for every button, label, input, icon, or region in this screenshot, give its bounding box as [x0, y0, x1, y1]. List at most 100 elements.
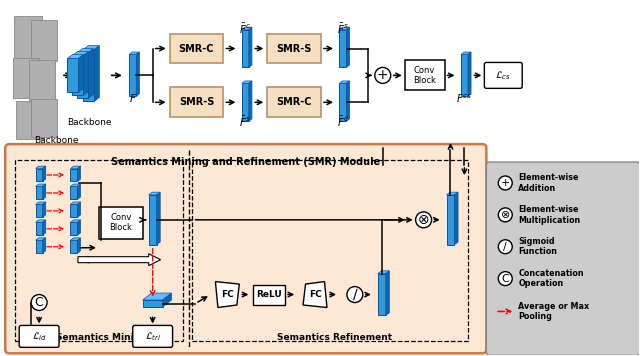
FancyBboxPatch shape [16, 101, 44, 139]
FancyBboxPatch shape [70, 168, 77, 182]
Circle shape [499, 240, 512, 254]
Polygon shape [70, 202, 81, 204]
FancyBboxPatch shape [253, 284, 285, 304]
Text: Conv: Conv [110, 213, 131, 222]
Text: $\mathcal{L}_{trl}$: $\mathcal{L}_{trl}$ [145, 330, 161, 343]
FancyBboxPatch shape [170, 33, 223, 63]
Text: FC: FC [308, 290, 321, 299]
Polygon shape [79, 54, 83, 92]
Circle shape [499, 176, 512, 190]
Text: ReLU: ReLU [257, 290, 282, 299]
Polygon shape [339, 81, 349, 83]
FancyBboxPatch shape [19, 325, 59, 347]
FancyBboxPatch shape [339, 30, 346, 67]
FancyBboxPatch shape [77, 52, 88, 98]
Polygon shape [148, 192, 160, 195]
Polygon shape [94, 46, 99, 101]
Polygon shape [70, 166, 81, 168]
FancyBboxPatch shape [72, 56, 83, 95]
Text: Backbone: Backbone [34, 136, 78, 145]
Text: ∕: ∕ [504, 242, 507, 252]
Text: Backbone: Backbone [67, 118, 111, 127]
Polygon shape [83, 46, 99, 49]
Polygon shape [77, 220, 81, 235]
Text: Block: Block [109, 223, 132, 232]
FancyBboxPatch shape [268, 87, 321, 117]
Text: ⊗: ⊗ [500, 210, 510, 220]
FancyBboxPatch shape [242, 83, 249, 121]
Text: SMR-C: SMR-C [276, 97, 312, 107]
Text: $F$: $F$ [129, 92, 137, 104]
Text: Semantics Mining: Semantics Mining [56, 333, 146, 342]
FancyBboxPatch shape [67, 58, 79, 92]
Polygon shape [454, 192, 458, 245]
Polygon shape [378, 271, 389, 274]
Text: SMR-S: SMR-S [179, 97, 214, 107]
Text: SMR-S: SMR-S [276, 43, 312, 53]
Polygon shape [88, 49, 93, 98]
Polygon shape [36, 166, 45, 168]
Text: $\mathcal{L}_{cs}$: $\mathcal{L}_{cs}$ [495, 69, 511, 82]
FancyBboxPatch shape [36, 187, 43, 199]
Circle shape [375, 67, 391, 83]
Polygon shape [242, 27, 252, 30]
Text: FC: FC [221, 290, 234, 299]
Polygon shape [346, 81, 349, 121]
Circle shape [499, 272, 512, 286]
FancyBboxPatch shape [36, 222, 43, 235]
Polygon shape [339, 27, 349, 30]
FancyBboxPatch shape [31, 20, 57, 62]
Text: Element-wise
Multiplication: Element-wise Multiplication [518, 205, 580, 225]
Text: $\mathcal{L}_{id}$: $\mathcal{L}_{id}$ [31, 330, 47, 343]
Text: C: C [501, 274, 509, 284]
Circle shape [347, 287, 363, 303]
FancyBboxPatch shape [378, 274, 386, 315]
Polygon shape [242, 81, 252, 83]
Polygon shape [78, 254, 161, 266]
Text: Block: Block [413, 76, 436, 85]
Polygon shape [143, 293, 172, 300]
Text: Semantics Mining and Refinement (SMR) Module: Semantics Mining and Refinement (SMR) Mo… [111, 157, 380, 167]
Polygon shape [77, 184, 81, 199]
FancyBboxPatch shape [70, 187, 77, 199]
FancyBboxPatch shape [486, 162, 640, 355]
Polygon shape [163, 293, 172, 307]
FancyBboxPatch shape [129, 54, 136, 96]
Polygon shape [157, 192, 160, 245]
Polygon shape [83, 52, 88, 95]
FancyBboxPatch shape [70, 240, 77, 253]
FancyBboxPatch shape [36, 240, 43, 253]
Polygon shape [77, 166, 81, 182]
Text: Concatenation
Operation: Concatenation Operation [518, 269, 584, 288]
Text: Average or Max
Pooling: Average or Max Pooling [518, 302, 589, 321]
Polygon shape [72, 52, 88, 56]
Polygon shape [216, 282, 239, 308]
Polygon shape [249, 81, 252, 121]
FancyBboxPatch shape [132, 325, 173, 347]
Polygon shape [43, 184, 45, 199]
Text: $\bar{F}^s$: $\bar{F}^s$ [337, 21, 349, 36]
Text: $\bar{F}^c$: $\bar{F}^c$ [337, 115, 349, 129]
FancyBboxPatch shape [242, 30, 249, 67]
Text: Semantics Refinement: Semantics Refinement [277, 333, 392, 342]
FancyBboxPatch shape [484, 62, 522, 88]
Text: C: C [35, 296, 44, 309]
Polygon shape [249, 27, 252, 67]
Polygon shape [67, 54, 83, 58]
FancyBboxPatch shape [447, 195, 454, 245]
FancyBboxPatch shape [70, 222, 77, 235]
FancyBboxPatch shape [404, 61, 445, 90]
FancyBboxPatch shape [70, 204, 77, 218]
FancyBboxPatch shape [36, 204, 43, 218]
Circle shape [415, 212, 431, 228]
Polygon shape [346, 27, 349, 67]
FancyBboxPatch shape [13, 58, 39, 98]
Polygon shape [386, 271, 389, 315]
Text: ∕: ∕ [353, 288, 357, 302]
Circle shape [31, 294, 47, 310]
Polygon shape [447, 192, 458, 195]
FancyBboxPatch shape [461, 54, 468, 96]
Polygon shape [77, 49, 93, 52]
Text: $\bar{F}^c$: $\bar{F}^c$ [239, 21, 252, 36]
FancyBboxPatch shape [5, 144, 486, 353]
